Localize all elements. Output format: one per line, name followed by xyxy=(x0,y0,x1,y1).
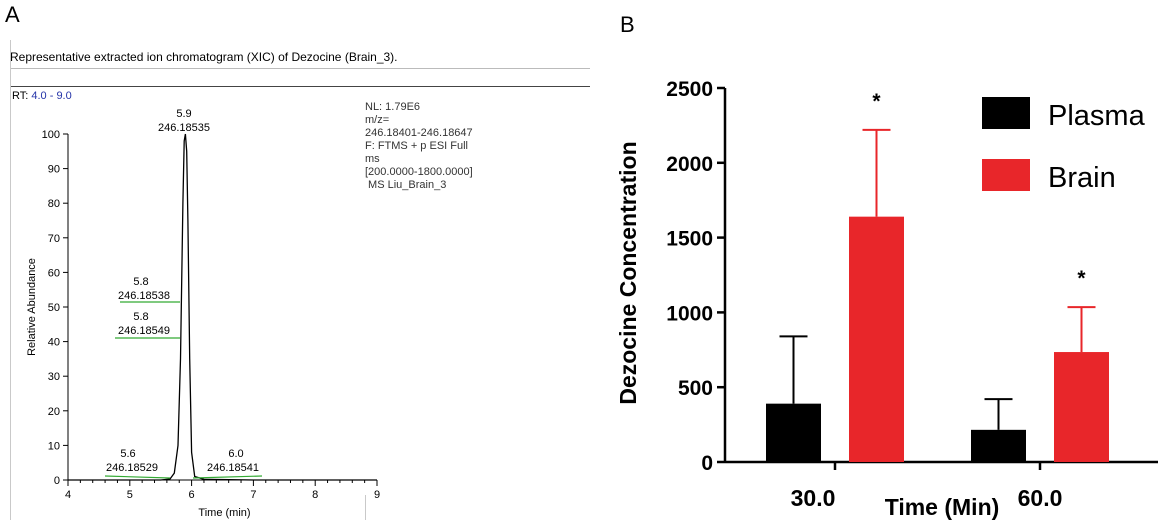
chromatogram-x-tick-label: 8 xyxy=(312,489,318,501)
chromatogram-y-tick-label: 100 xyxy=(42,129,60,141)
peak-label-mz: 246.18549 xyxy=(118,325,170,337)
peak-marker-line xyxy=(104,475,171,479)
panel-b-letter: B xyxy=(620,12,635,37)
bar-plasma xyxy=(766,403,821,462)
legend-swatch-plasma xyxy=(982,97,1030,129)
rt-range: 4.0 - 9.0 xyxy=(31,90,72,102)
chromatogram-y-tick-label: 30 xyxy=(48,371,60,383)
peak-label-rt: 5.8 xyxy=(133,276,148,288)
bar-x-tick-label: 30.0 xyxy=(791,485,836,511)
scan-info-line: NL: 1.79E6 xyxy=(365,101,421,113)
peak-label-rt: 5.8 xyxy=(133,311,148,323)
caption-divider xyxy=(10,68,590,69)
bar-x-tick-label: 60.0 xyxy=(1018,485,1063,511)
significance-marker: * xyxy=(1077,267,1086,290)
bar-y-tick-label: 1000 xyxy=(666,302,713,325)
chromatogram-y-axis-label: Relative Abundance xyxy=(26,258,38,356)
legend-swatch-brain xyxy=(982,159,1030,191)
peak-label-mz: 246.18529 xyxy=(106,462,158,474)
chromatogram-x-tick-label: 9 xyxy=(374,489,380,501)
bar-brain xyxy=(849,216,904,462)
bar-y-tick-label: 500 xyxy=(678,377,713,400)
chromatogram-x-axis-label: Time (min) xyxy=(198,507,250,519)
peak-label-mz: 246.18538 xyxy=(118,290,170,302)
peak-label-mz: 246.18535 xyxy=(158,122,210,134)
chromatogram-y-tick-label: 50 xyxy=(48,302,60,314)
chromatogram-y-tick-label: 80 xyxy=(48,198,60,210)
legend-label-brain: Brain xyxy=(1048,162,1116,194)
significance-marker: * xyxy=(872,90,881,113)
peak-label-rt: 5.6 xyxy=(120,448,135,460)
chromatogram-x-tick-label: 4 xyxy=(65,489,71,501)
bar-y-tick-label: 0 xyxy=(701,452,713,475)
peak-label-mz: 246.18541 xyxy=(207,462,259,474)
chromatogram-x-tick-label: 7 xyxy=(250,489,256,501)
scan-info-line: MS Liu_Brain_3 xyxy=(365,179,447,191)
peak-label-rt: 6.0 xyxy=(228,448,243,460)
rt-label: RT: xyxy=(12,90,29,102)
scan-info-line: [200.0000-1800.0000] xyxy=(365,166,473,178)
scan-info-line: 246.18401-246.18647 xyxy=(365,127,473,139)
bar-y-axis-label: Dezocine Concentration xyxy=(615,141,641,404)
bar-plasma xyxy=(971,429,1026,462)
frame-left-edge xyxy=(10,40,11,520)
chromatogram-y-tick-label: 10 xyxy=(48,440,60,452)
chromatogram-caption: Representative extracted ion chromatogra… xyxy=(10,50,398,64)
peak-marker-line xyxy=(192,475,263,479)
chromatogram-y-tick-label: 70 xyxy=(48,233,60,245)
chromatogram-y-tick-label: 20 xyxy=(48,406,60,418)
scan-info-line: ms xyxy=(365,153,380,165)
scan-info-line: m/z= xyxy=(365,114,390,126)
header-divider xyxy=(10,86,590,87)
panel-a-letter: A xyxy=(5,2,20,27)
rt-readout: RT: 4.0 - 9.0 xyxy=(12,90,72,102)
chromatogram-x-tick-label: 6 xyxy=(189,489,195,501)
chromatogram-y-tick-label: 90 xyxy=(48,164,60,176)
chromatogram-y-tick-label: 40 xyxy=(48,337,60,349)
chromatogram-trace xyxy=(68,133,377,481)
scan-info: NL: 1.79E6 m/z= 246.18401-246.18647 F: F… xyxy=(365,101,473,192)
frame-tick-mark xyxy=(365,495,366,520)
chromatogram-x-tick-label: 5 xyxy=(127,489,133,501)
bar-brain xyxy=(1054,352,1109,462)
bar-y-tick-label: 2000 xyxy=(666,153,713,176)
bar-y-tick-label: 1500 xyxy=(666,228,713,251)
peak-label-rt: 5.9 xyxy=(176,108,191,120)
bar-y-tick-label: 2500 xyxy=(666,78,713,101)
legend-label-plasma: Plasma xyxy=(1048,100,1146,132)
bar-x-axis-label: Time (Min) xyxy=(885,494,1000,520)
scan-info-line: F: FTMS + p ESI Full xyxy=(365,140,468,152)
chromatogram-y-tick-label: 0 xyxy=(54,475,60,487)
chromatogram-y-tick-label: 60 xyxy=(48,267,60,279)
